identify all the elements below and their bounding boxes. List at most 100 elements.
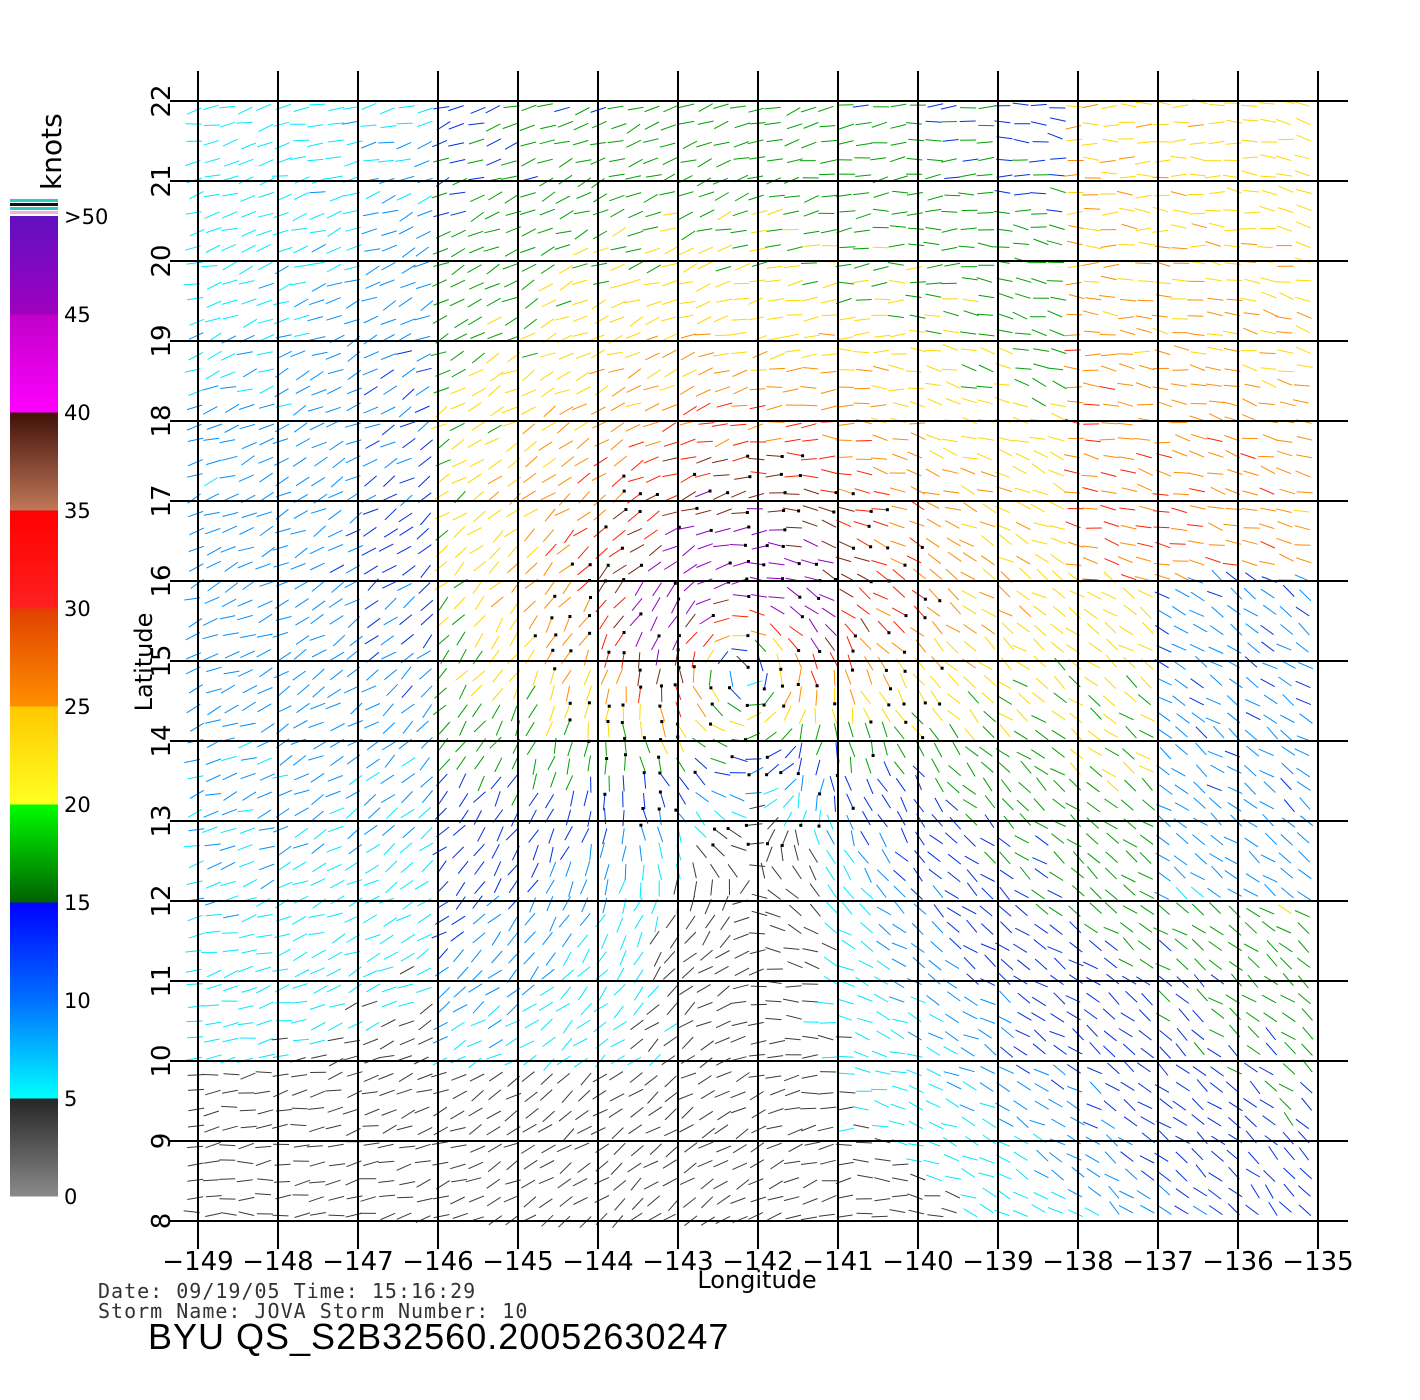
wind-vector xyxy=(221,455,238,461)
wind-vector xyxy=(1280,834,1293,846)
wind-vector xyxy=(349,511,362,524)
wind-vector xyxy=(307,158,324,162)
x-tick-label: −136 xyxy=(1202,1247,1273,1277)
wind-vector xyxy=(612,227,626,237)
wind-vector xyxy=(800,1107,817,1110)
wind-vector xyxy=(311,794,324,806)
wind-vector xyxy=(663,212,680,216)
rain-flag-marker xyxy=(568,615,572,618)
wind-vector xyxy=(537,103,553,108)
wind-vector xyxy=(852,104,869,108)
wind-vector xyxy=(748,842,765,845)
wind-vector xyxy=(1122,937,1134,951)
wind-vector xyxy=(1262,434,1279,442)
rain-flag-marker xyxy=(589,596,592,599)
wind-vector xyxy=(876,884,887,898)
wind-vector xyxy=(541,474,557,483)
wind-vector xyxy=(960,386,977,389)
wind-vector xyxy=(1171,767,1186,777)
wind-vector xyxy=(643,737,651,753)
wind-vector xyxy=(1101,1119,1116,1129)
wind-vector xyxy=(949,816,962,830)
rain-flag-marker xyxy=(658,771,662,775)
wind-vector xyxy=(1099,160,1116,163)
wind-vector xyxy=(634,581,644,596)
wind-vector xyxy=(433,157,450,163)
wind-vector xyxy=(255,563,271,570)
wind-vector xyxy=(1152,206,1169,213)
wind-vector xyxy=(882,739,888,756)
wind-vector xyxy=(240,1072,256,1080)
wind-vector xyxy=(667,614,679,628)
wind-vector xyxy=(960,1194,977,1199)
wind-vector xyxy=(522,1123,537,1133)
wind-vector xyxy=(222,632,239,636)
wind-vector xyxy=(326,386,342,395)
wind-vector xyxy=(696,560,712,568)
wind-vector xyxy=(237,1005,254,1010)
wind-vector xyxy=(292,670,307,681)
wind-vector xyxy=(784,1037,801,1041)
wind-vector xyxy=(539,371,554,381)
wind-vector xyxy=(1173,471,1190,474)
wind-vector xyxy=(1087,591,1102,600)
rain-flag-marker xyxy=(550,616,554,620)
wind-vector xyxy=(785,544,802,548)
wind-vector xyxy=(206,983,222,990)
wind-vector xyxy=(1175,1043,1187,1057)
wind-vector xyxy=(416,720,429,733)
rain-flag-marker xyxy=(851,649,855,653)
wind-vector xyxy=(361,102,377,110)
wind-vector xyxy=(487,1019,502,1030)
wind-vector xyxy=(223,791,238,801)
wind-vector xyxy=(415,386,430,396)
wind-vector xyxy=(419,1003,433,1015)
wind-vector xyxy=(714,1090,730,1098)
rain-flag-marker xyxy=(851,492,855,496)
rain-flag-marker xyxy=(779,771,783,775)
wind-vector xyxy=(678,1020,694,1029)
wind-vector xyxy=(567,740,574,757)
wind-vector xyxy=(1266,940,1279,953)
wind-vector xyxy=(594,385,609,396)
wind-vector xyxy=(662,473,679,478)
wind-vector xyxy=(395,158,412,162)
wind-vector xyxy=(962,784,977,795)
wind-vector xyxy=(540,124,556,130)
x-tick-label: −147 xyxy=(322,1247,393,1277)
wind-vector xyxy=(575,371,590,382)
wind-vector xyxy=(610,1039,626,1048)
wind-vector xyxy=(237,844,253,851)
wind-vector xyxy=(801,1091,818,1095)
wind-vector xyxy=(1294,910,1310,918)
wind-vector xyxy=(1207,346,1224,351)
wind-vector xyxy=(823,956,838,967)
wind-vector xyxy=(473,720,487,733)
wind-vector xyxy=(487,424,503,434)
wind-vector xyxy=(1086,1103,1102,1111)
wind-vector xyxy=(1157,609,1172,619)
wind-vector xyxy=(221,598,237,608)
wind-vector xyxy=(1175,1169,1188,1182)
wind-vector xyxy=(563,529,575,544)
wind-vector xyxy=(658,842,663,859)
wind-vector xyxy=(766,454,783,457)
wind-vector xyxy=(1301,1097,1313,1111)
wind-vector xyxy=(382,493,398,502)
wind-vector xyxy=(365,983,381,993)
wind-vector xyxy=(296,370,310,381)
wind-vector xyxy=(1244,1115,1257,1128)
wind-vector xyxy=(946,921,960,933)
wind-vector xyxy=(1051,747,1065,758)
wind-vector xyxy=(1083,280,1100,283)
wind-vector xyxy=(1109,1201,1120,1215)
wind-vector xyxy=(803,121,819,129)
wind-vector xyxy=(1153,927,1169,935)
wind-vector xyxy=(541,968,555,980)
wind-vector xyxy=(520,141,537,147)
wind-vector xyxy=(746,823,763,826)
wind-vector xyxy=(185,1056,202,1061)
wind-vector xyxy=(784,745,797,759)
wind-vector xyxy=(1031,889,1045,900)
wind-vector xyxy=(818,506,834,513)
